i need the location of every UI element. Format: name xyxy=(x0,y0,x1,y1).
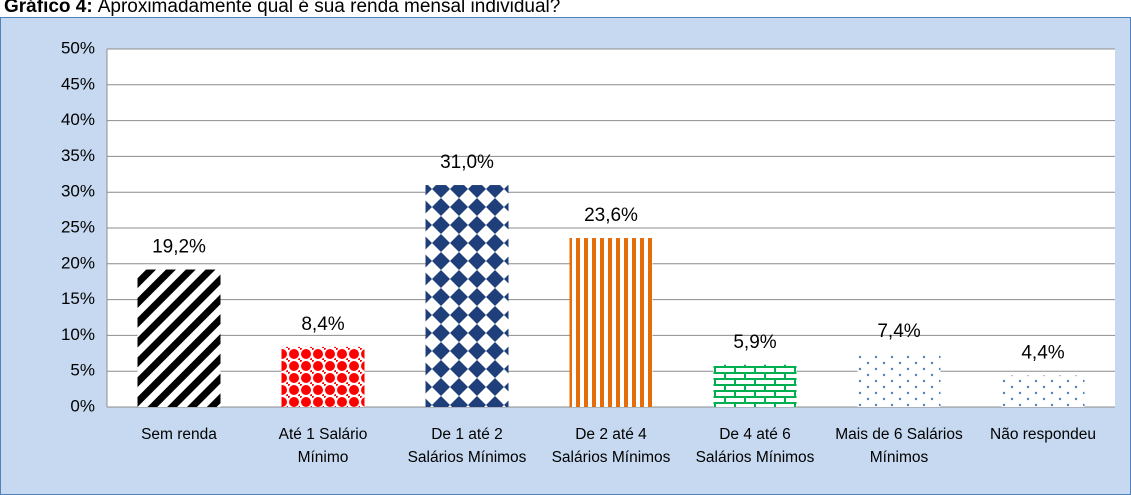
data-label: 19,2% xyxy=(152,237,206,258)
y-tick-label: 5% xyxy=(70,361,95,380)
y-tick-label: 40% xyxy=(61,110,95,129)
title-label: Gráfico 4: xyxy=(4,0,93,17)
bar xyxy=(713,364,797,407)
bar xyxy=(1001,375,1085,407)
bar xyxy=(137,269,221,407)
bar xyxy=(425,185,509,407)
x-tick-label: Sem renda xyxy=(141,426,217,443)
y-tick-label: 25% xyxy=(61,217,95,236)
x-tick-label: De 2 até 4 Salários Mínimos xyxy=(551,426,671,466)
x-tick-label: De 4 até 6 Salários Mínimos xyxy=(695,426,815,466)
data-label: 7,4% xyxy=(877,321,920,342)
data-label: 4,4% xyxy=(1021,343,1064,364)
y-tick-label: 30% xyxy=(61,182,95,201)
y-tick-label: 20% xyxy=(61,253,95,272)
x-tick-label: De 1 até 2 Salários Mínimos xyxy=(407,426,527,466)
bar xyxy=(569,238,653,407)
data-label: 23,6% xyxy=(584,205,638,226)
data-label: 5,9% xyxy=(733,332,776,353)
title-text: Aproximadamente qual é sua renda mensal … xyxy=(98,0,561,17)
chart-title: Gráfico 4: Aproximadamente qual é sua ren… xyxy=(4,0,560,17)
y-tick-label: 45% xyxy=(61,74,95,93)
x-tick-label: Mais de 6 Salários Mínimos xyxy=(835,426,963,466)
y-tick-label: 15% xyxy=(61,289,95,308)
x-tick-label: Não respondeu xyxy=(990,426,1096,443)
bar xyxy=(857,354,941,407)
y-tick-label: 50% xyxy=(61,38,95,57)
bar xyxy=(281,346,365,407)
data-label: 31,0% xyxy=(440,152,494,173)
y-tick-label: 10% xyxy=(61,325,95,344)
x-tick-label: Até 1 Salário Mínimo xyxy=(278,426,368,466)
data-label: 8,4% xyxy=(301,314,344,335)
y-tick-label: 35% xyxy=(61,146,95,165)
y-tick-label: 0% xyxy=(70,396,95,415)
